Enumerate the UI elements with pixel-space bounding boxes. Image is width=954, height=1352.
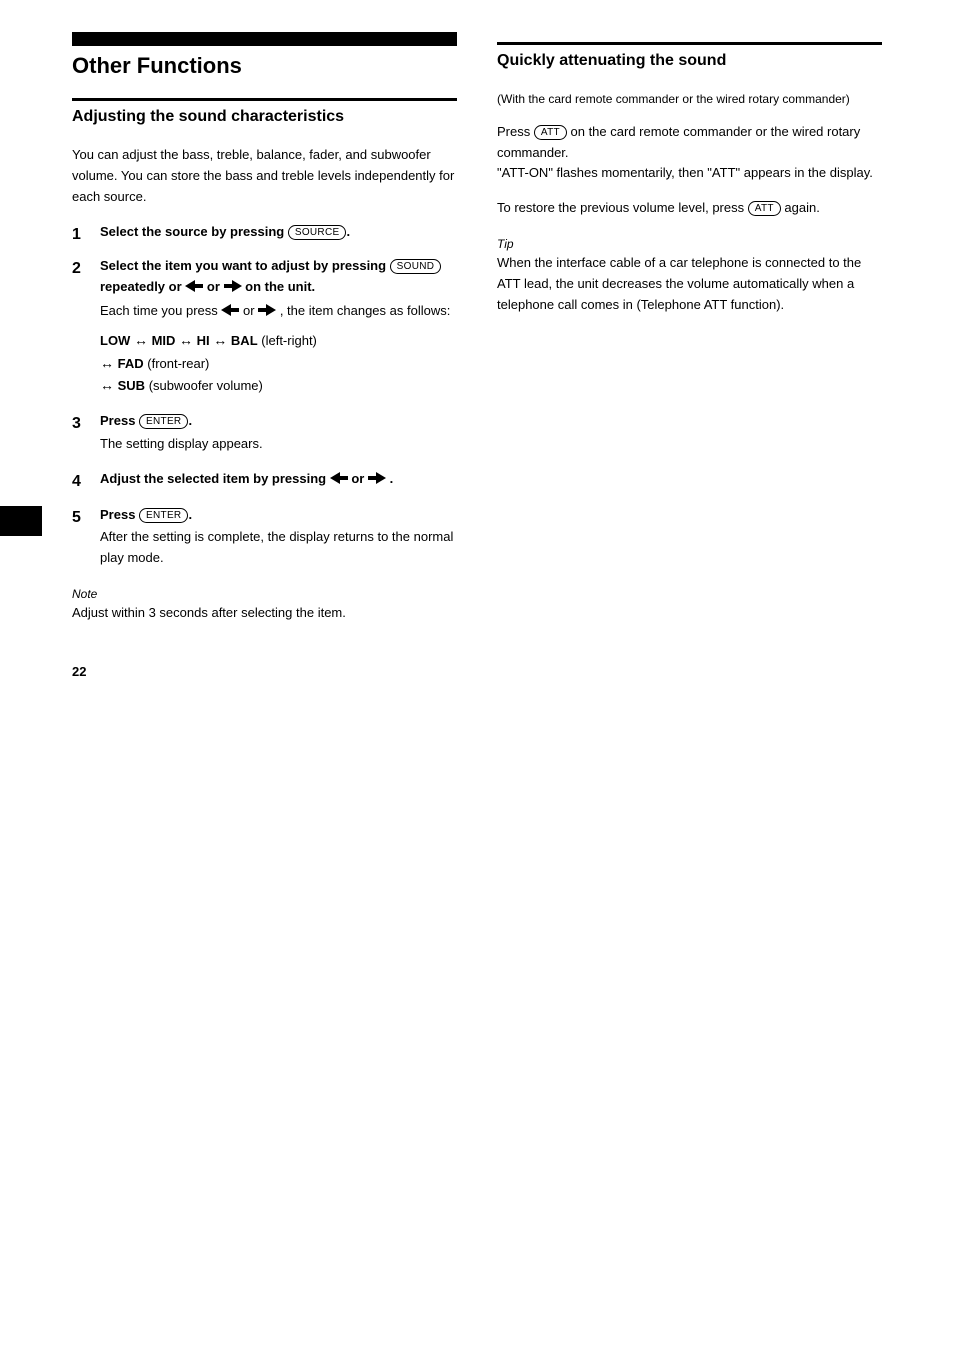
subsection-rule [497,42,882,45]
step-2: Select the item you want to adjust by pr… [72,256,457,397]
step-1: Select the source by pressing SOURCE. [72,222,457,243]
page-edge-tab [0,506,42,536]
right-section-title: Quickly attenuating the sound [497,51,882,72]
note-body: Adjust within 3 seconds after selecting … [72,603,457,624]
steps-list: Select the source by pressing SOURCE. Se… [72,222,457,569]
applies-to: (With the card remote commander or the w… [497,90,882,108]
sound-button-label: SOUND [390,259,442,274]
step-2-lead: Select the item you want to adjust by pr… [100,256,457,299]
step-3: Press ENTER. The setting display appears… [72,411,457,455]
section-header-bar [72,32,457,46]
step-4-lead: Adjust the selected item by pressing or … [100,469,457,491]
subsection-title: Adjusting the sound characteristics [72,107,457,128]
bidir-arrow-icon: ↔ [213,329,227,351]
note-heading: Note [72,587,457,601]
step-4: Adjust the selected item by pressing or … [72,469,457,491]
step-2-tail: on the unit. [245,279,315,294]
right-body-2: To restore the previous volume level, pr… [497,198,882,219]
step-2-or: or [203,279,223,294]
tip-heading: Tip [497,237,882,251]
bidir-arrow-icon: ↔ [100,352,114,374]
step-5-body: After the setting is complete, the displ… [100,529,453,565]
left-arrow-icon [221,302,239,323]
step-2-detail: Each time you press or , the item change… [100,303,450,318]
bidir-arrow-icon: ↔ [179,329,193,351]
step-5: Press ENTER. After the setting is comple… [72,505,457,569]
right-arrow-icon [258,302,276,323]
step-5-lead: Press ENTER. [100,505,457,526]
left-arrow-icon [330,470,348,491]
subsection-rule [72,98,457,101]
intro-text: You can adjust the bass, treble, balance… [72,145,457,207]
enter-button-label: ENTER [139,414,188,429]
right-body-1: Press ATT on the card remote commander o… [497,122,882,184]
left-column: Other Functions Adjusting the sound char… [72,32,457,679]
step-3-lead: Press ENTER. [100,411,457,432]
bidir-arrow-icon: ↔ [134,329,148,351]
item-chain: LOW ↔ MID ↔ HI ↔ BAL (left-right) ↔ FAD … [100,329,457,397]
step-1-lead: Select the source by pressing SOURCE. [100,222,457,243]
right-arrow-icon [224,278,242,299]
left-arrow-icon [185,278,203,299]
right-arrow-icon [368,470,386,491]
bidir-arrow-icon: ↔ [100,374,114,396]
enter-button-label: ENTER [139,508,188,523]
att-button-label: ATT [534,125,567,140]
page-number: 22 [72,664,457,679]
step-2-lead-post: repeatedly or [100,279,185,294]
att-button-label: ATT [748,201,781,216]
step-3-body: The setting display appears. [100,436,263,451]
source-button-label: SOURCE [288,225,347,240]
right-column: Quickly attenuating the sound (With the … [497,32,882,679]
tip-body: When the interface cable of a car teleph… [497,253,882,315]
section-title: Other Functions [72,52,457,80]
